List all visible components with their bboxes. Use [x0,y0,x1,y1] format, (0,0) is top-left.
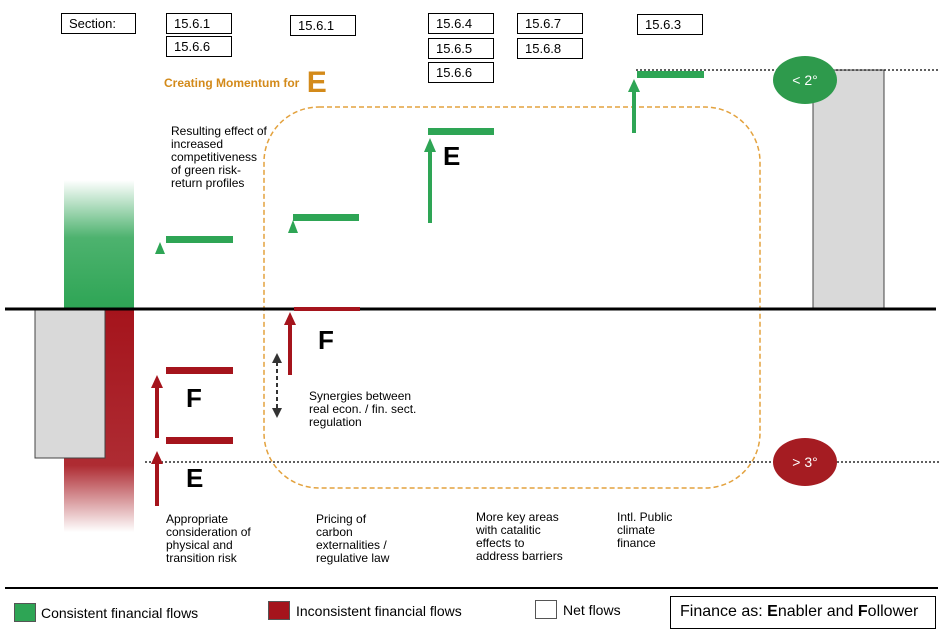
green-step-1 [166,236,233,243]
momentum-title: Creating Momentum for E [164,66,327,100]
green-arrowhead-1 [155,242,165,254]
section-box-15-6-8: 15.6.8 [517,38,583,59]
note-line: regulative law [316,551,390,565]
note-line: real econ. / fin. sect. [309,402,417,416]
section-box-15-6-7: 15.6.7 [517,13,583,34]
net-flows-bar-left [34,309,106,459]
momentum-box [263,106,761,489]
section-box-15-6-3: 15.6.3 [637,14,703,35]
red-arrow-shaft-3 [288,323,292,375]
net-flows-bar-right [812,69,885,309]
section-box-15-6-5: 15.6.5 [428,38,494,59]
note-line: effects to [476,536,525,550]
note-line: competitiveness [171,150,258,164]
green-step-2 [293,214,359,221]
red-step-upper [166,367,233,374]
green-arrow-shaft-4 [632,90,636,133]
note-line: carbon [316,525,353,539]
section-box-15-6-6-a: 15.6.6 [166,36,232,57]
note-line: transition risk [166,551,237,565]
note-pricing: Pricing of carbon externalities / regula… [316,513,389,565]
green-arrow-shaft-3 [428,150,432,223]
legend-swatch-consistent [14,603,36,622]
note-line: Synergies between [309,389,412,403]
legend-label-net: Net flows [563,602,621,618]
enabler-initial: E [767,603,778,620]
red-arrowhead-2 [151,451,163,464]
momentum-letter: E [306,66,327,99]
note-key-areas: More key areas with catalitic effects to… [476,511,563,563]
note-line: externalities / [316,538,387,552]
section-box-15-6-4: 15.6.4 [428,13,494,34]
legend-swatch-net [535,600,557,619]
note-line: consideration of [166,525,251,539]
note-line: physical and [166,538,233,552]
note-line: increased [171,137,224,151]
note-line: Appropriate [166,512,229,526]
consistent-flows-bar [64,180,134,308]
green-step-3 [428,128,494,135]
synergy-arrowhead-down [272,408,282,418]
letter-enabler-left: E [186,463,204,493]
note-line: finance [617,536,656,550]
red-arrowhead-1 [151,375,163,388]
red-arrowhead-3 [284,312,296,325]
finance-prefix: Finance as: [680,603,768,620]
badge-above-3-label: > 3° [792,454,817,470]
note-synergies: Synergies between real econ. / fin. sect… [309,390,416,429]
note-line: Resulting effect of [171,124,267,138]
legend-label-inconsistent: Inconsistent financial flows [296,603,462,619]
note-line: with catalitic [476,523,541,537]
note-line: climate [617,523,656,537]
note-intl-finance: Intl. Public climate finance [617,511,672,550]
section-box-15-6-1-a: 15.6.1 [166,13,232,34]
note-line: regulation [309,415,362,429]
note-line: address barriers [476,549,563,563]
letter-follower-middle: F [318,325,334,355]
note-line: Pricing of [316,512,367,526]
finance-as-box: Finance as: Enabler and Follower [670,596,936,629]
note-appropriate: Appropriate consideration of physical an… [166,513,251,565]
green-arrowhead-2 [288,220,298,233]
legend-swatch-inconsistent [268,601,290,620]
red-step-axis [294,307,360,311]
legend-label-consistent: Consistent financial flows [41,605,199,621]
momentum-prefix: Creating Momentum for [164,76,300,90]
green-arrowhead-3 [424,138,436,152]
section-box-15-6-1-b: 15.6.1 [290,15,356,36]
enabler-rest: nabler and [777,603,858,620]
badge-below-2-label: < 2° [792,72,817,88]
letter-follower-left: F [186,383,202,413]
note-line: of green risk- [171,163,242,177]
letter-enabler-top: E [443,141,461,171]
section-header-box: Section: [61,13,136,34]
note-competitiveness: Resulting effect of increased competitiv… [171,125,267,190]
follower-initial: F [857,603,868,620]
badge-below-2-degrees [773,56,837,104]
green-step-4 [637,71,704,78]
red-arrow-shaft-2 [155,462,159,506]
synergy-arrowhead-up [272,353,282,363]
follower-rest: ollower [867,603,919,620]
badge-above-3-degrees [773,438,837,486]
note-line: Intl. Public [617,510,673,524]
note-line: return profiles [171,176,245,190]
note-line: More key areas [476,510,559,524]
red-step-lower [166,437,233,444]
red-arrow-shaft-1 [155,386,159,438]
section-box-15-6-6-b: 15.6.6 [428,62,494,83]
green-arrowhead-4 [628,79,640,92]
